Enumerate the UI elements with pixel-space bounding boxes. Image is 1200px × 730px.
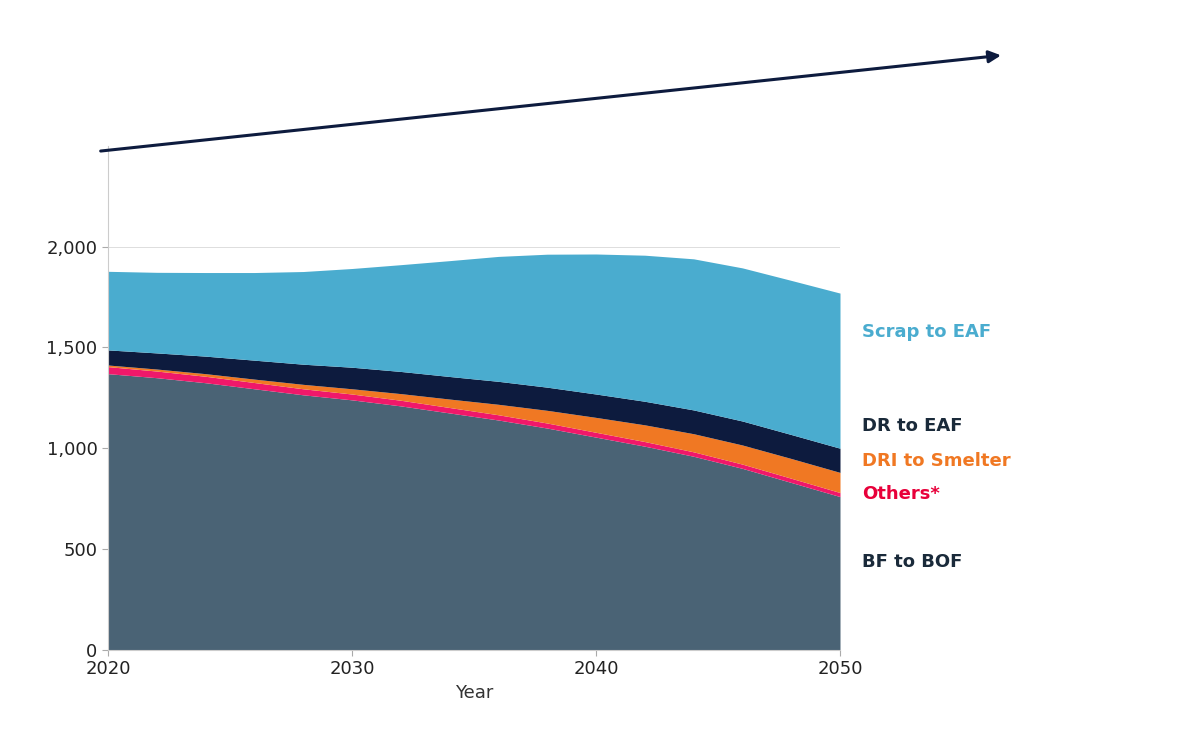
Text: Others*: Others*	[862, 485, 940, 502]
X-axis label: Year: Year	[455, 684, 493, 702]
Text: DR to EAF: DR to EAF	[862, 417, 962, 434]
Text: BF to BOF: BF to BOF	[862, 553, 962, 571]
Text: Scrap to EAF: Scrap to EAF	[862, 323, 991, 342]
Text: DRI to Smelter: DRI to Smelter	[862, 452, 1010, 470]
